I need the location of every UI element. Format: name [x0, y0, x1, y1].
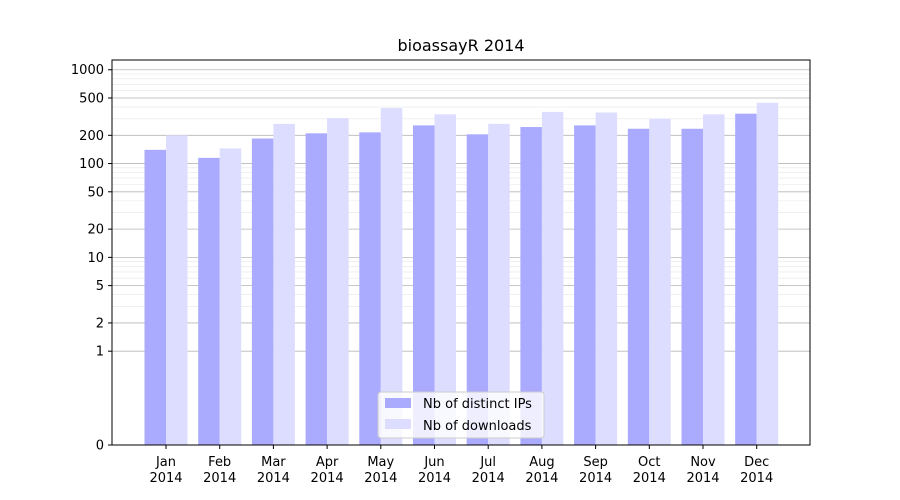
x-tick-label-year: 2014: [525, 471, 558, 486]
y-tick-label: 1: [96, 345, 104, 360]
y-tick-label: 200: [79, 129, 104, 144]
y-tick-label: 500: [79, 91, 104, 106]
legend: Nb of distinct IPs Nb of downloads: [377, 391, 545, 439]
bar-distinct-ips: [466, 134, 489, 446]
bar-downloads: [595, 112, 618, 445]
bar-downloads: [166, 135, 188, 445]
bar-downloads: [703, 114, 725, 445]
legend-label-distinct-ips: Nb of distinct IPs: [423, 397, 532, 412]
bar-downloads: [756, 102, 779, 446]
bar-distinct-ips: [574, 125, 596, 445]
x-tick-label-year: 2014: [364, 471, 397, 486]
bar-downloads: [273, 123, 295, 446]
y-tick-label: 100: [79, 157, 104, 172]
bar-distinct-ips: [305, 133, 328, 446]
x-tick-label-year: 2014: [203, 471, 236, 486]
x-tick-label-year: 2014: [418, 471, 451, 486]
x-tick-label-year: 2014: [149, 471, 182, 486]
axes-frame: [111, 59, 811, 446]
x-tick-label-year: 2014: [740, 471, 773, 486]
bar-distinct-ips: [144, 149, 166, 445]
bar-downloads: [327, 118, 349, 445]
x-tick-label-year: 2014: [579, 471, 612, 486]
bar-distinct-ips: [359, 132, 381, 445]
x-axis-ticks: Jan2014Feb2014Mar2014Apr2014May2014Jun20…: [149, 445, 773, 486]
x-tick-label-month: Jul: [479, 455, 496, 470]
x-tick-label-month: Jun: [423, 455, 444, 470]
bar-downloads: [219, 148, 242, 446]
x-tick-label-year: 2014: [633, 471, 666, 486]
bar-distinct-ips: [198, 157, 220, 445]
x-tick-label-month: Oct: [638, 455, 660, 470]
x-tick-label-year: 2014: [686, 471, 719, 486]
bar-downloads: [649, 118, 671, 445]
bar-distinct-ips: [681, 128, 703, 445]
bar-distinct-ips: [520, 127, 542, 446]
x-tick-label-month: Mar: [261, 455, 286, 470]
bar-downloads: [488, 123, 510, 446]
bar-downloads: [434, 114, 456, 445]
bar-distinct-ips: [413, 125, 435, 445]
x-tick-label-month: Jan: [155, 455, 176, 470]
x-tick-label-month: Nov: [690, 455, 716, 470]
x-tick-label-year: 2014: [472, 471, 505, 486]
bar-distinct-ips: [627, 128, 650, 445]
legend-swatch-downloads: [385, 419, 411, 429]
y-axis-ticks: 0 1 2 5 10 20 50 100 200 500 1000: [71, 63, 112, 454]
bar-distinct-ips: [735, 113, 757, 446]
legend-label-downloads: Nb of downloads: [423, 419, 532, 434]
legend-swatch-distinct-ips: [385, 398, 411, 408]
bar-downloads: [541, 111, 564, 445]
bar-distinct-ips: [251, 138, 274, 446]
y-tick-label: 5: [96, 279, 104, 294]
legend-box: [377, 391, 545, 439]
x-tick-label-month: May: [367, 455, 394, 470]
y-tick-label: 20: [87, 223, 104, 238]
x-tick-label-month: Aug: [529, 455, 554, 470]
x-tick-label-month: Feb: [208, 455, 231, 470]
y-tick-label: 1000: [71, 63, 104, 78]
bars: [144, 102, 779, 446]
x-tick-label-year: 2014: [311, 471, 344, 486]
y-tick-label: 2: [96, 316, 104, 331]
bar-downloads: [380, 108, 403, 445]
x-tick-label-month: Sep: [583, 455, 608, 470]
y-tick-label: 50: [87, 185, 104, 200]
x-tick-label-month: Apr: [316, 455, 339, 470]
x-tick-label-year: 2014: [257, 471, 290, 486]
y-tick-label: 0: [96, 439, 104, 454]
x-tick-label-month: Dec: [744, 455, 769, 470]
y-tick-label: 10: [87, 251, 104, 266]
chart-title: bioassayR 2014: [397, 36, 524, 55]
